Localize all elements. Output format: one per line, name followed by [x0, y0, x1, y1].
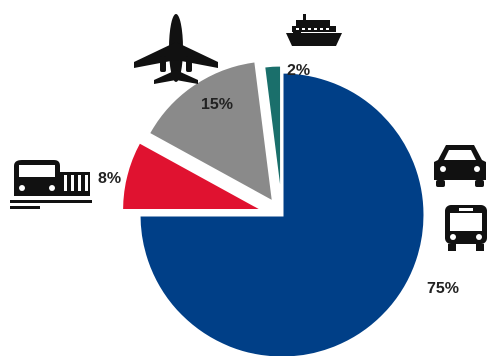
slice-label-air: 15% [201, 96, 233, 113]
car-icon [434, 145, 486, 187]
airplane-icon [134, 14, 218, 84]
slice-label-ship: 2% [287, 62, 310, 79]
slice-air [146, 59, 276, 206]
slice-label-rail: 8% [98, 170, 121, 187]
bus-icon [445, 205, 487, 251]
train-icon [10, 160, 92, 209]
ship-icon [286, 14, 342, 46]
slice-label-road: 75% [427, 280, 459, 297]
slice-rail [120, 139, 266, 213]
slice-road [137, 70, 427, 356]
slice-ship [261, 63, 284, 209]
